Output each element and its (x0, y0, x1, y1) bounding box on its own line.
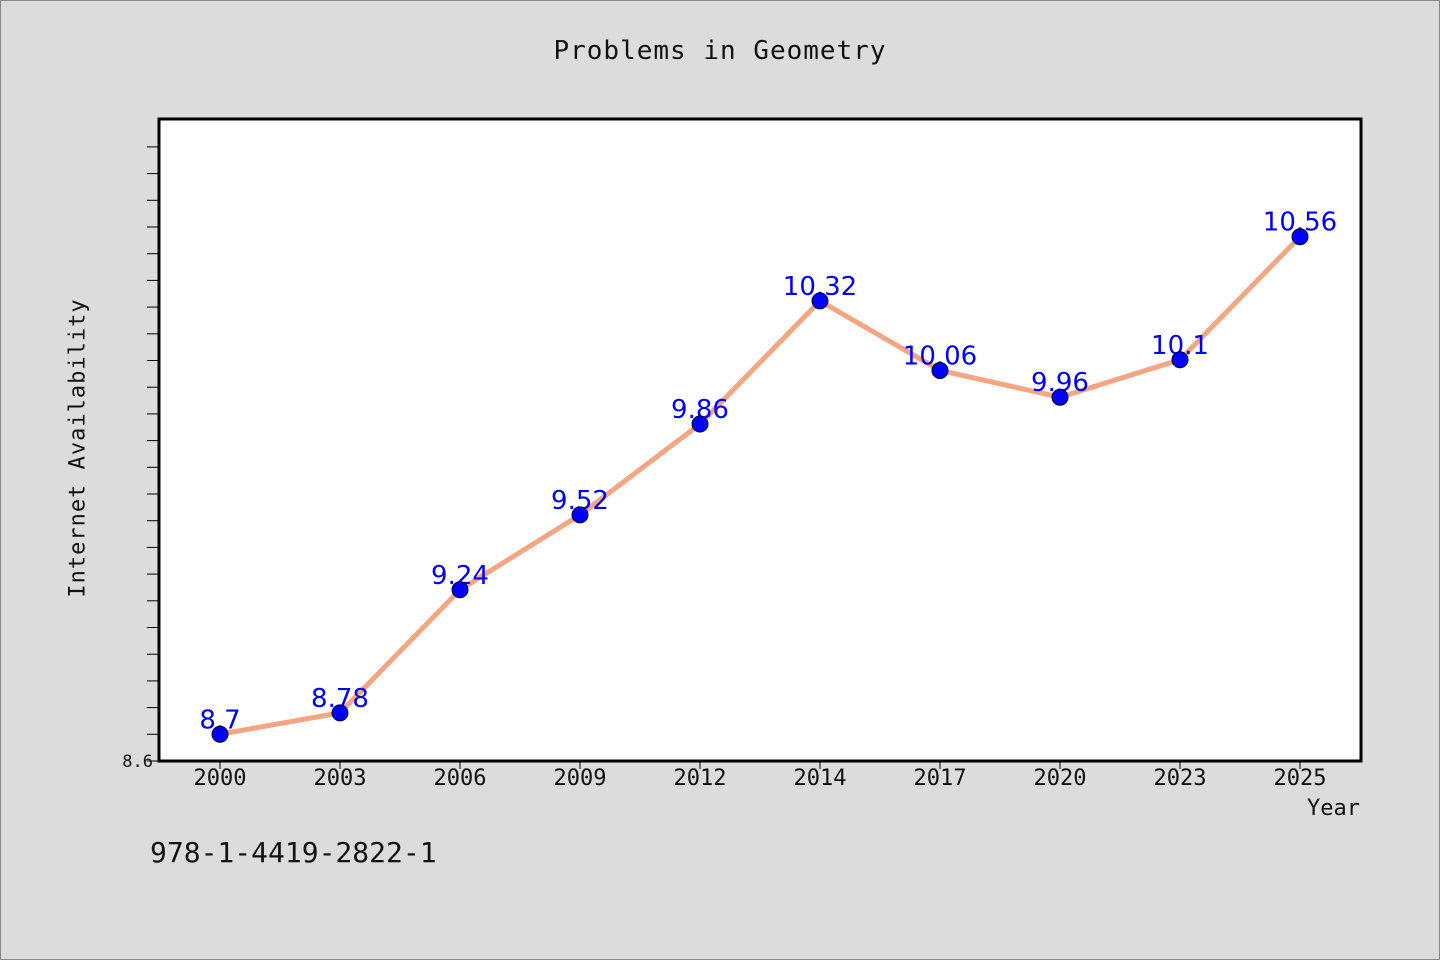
data-point (571, 506, 589, 524)
x-tick-label: 2003 (314, 766, 367, 791)
x-tick-label: 2012 (674, 766, 727, 791)
data-point (211, 725, 229, 743)
data-point (331, 704, 349, 722)
x-tick-label: 2009 (554, 766, 607, 791)
isbn-footer: 978-1-4419-2822-1 (150, 836, 437, 869)
y-tick-label: 8.6 (122, 752, 153, 772)
data-point (811, 292, 829, 310)
x-tick-label: 2020 (1034, 766, 1087, 791)
data-point (1291, 228, 1309, 246)
plot-area (157, 117, 1363, 763)
data-point (931, 361, 949, 379)
data-point (1171, 351, 1189, 369)
series-line (219, 234, 1302, 737)
x-tick-label: 2006 (434, 766, 487, 791)
x-tick-label: 2000 (194, 766, 247, 791)
x-tick-label: 2025 (1274, 766, 1327, 791)
data-point (451, 581, 469, 599)
data-point (1051, 388, 1069, 406)
data-point (691, 415, 709, 433)
x-tick-label: 2017 (914, 766, 967, 791)
x-axis-label: Year (1307, 796, 1360, 821)
x-tick-label: 2023 (1154, 766, 1207, 791)
chart-title: Problems in Geometry (553, 36, 887, 66)
x-tick-label: 2014 (794, 766, 847, 791)
